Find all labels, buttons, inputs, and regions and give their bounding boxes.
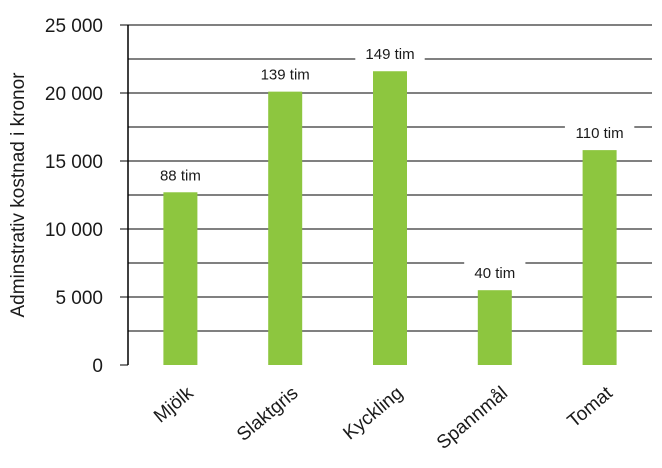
data-labels: 88 tim 139 tim 149 tim 40 tim 110 tim	[149, 43, 635, 283]
bar-2	[373, 71, 407, 366]
category-label-1: Slaktgris	[233, 383, 302, 446]
data-label-1: 139 tim	[261, 67, 310, 84]
data-label-bg	[250, 63, 320, 84]
data-label-3: 40 tim	[474, 265, 515, 282]
y-tick-label: 25 000	[45, 16, 103, 37]
category-label-4: Tomat	[564, 382, 618, 432]
category-label-0: Mjölk	[150, 382, 198, 427]
y-tick-label: 5 000	[55, 288, 103, 309]
category-label-3: Spannmål	[433, 383, 512, 454]
y-tick-label: 20 000	[45, 84, 103, 105]
y-axis-ticks: 0 5 000 10 000 15 000 20 000 25 000	[45, 16, 128, 377]
data-label-4: 110 tim	[576, 125, 624, 142]
data-label-2: 149 tim	[365, 46, 414, 63]
data-label-0: 88 tim	[160, 167, 201, 184]
y-tick-label: 15 000	[45, 152, 103, 173]
y-tick-label: 0	[92, 356, 103, 377]
bar-0	[163, 192, 198, 365]
data-label-bg	[464, 262, 526, 283]
y-tick-label: 10 000	[45, 220, 103, 241]
y-axis-title: Adminstrativ kostnad i kronor	[8, 72, 29, 318]
category-label-2: Kyckling	[340, 383, 408, 445]
bar-4	[582, 150, 617, 365]
bar-3	[477, 290, 512, 365]
bar-1	[268, 91, 303, 365]
data-label-bg	[564, 122, 635, 143]
data-label-bg	[149, 164, 211, 185]
category-labels: Mjölk Slaktgris Kyckling Spannmål Tomat	[150, 382, 617, 454]
bars	[163, 71, 617, 366]
data-label-bg	[355, 43, 425, 64]
